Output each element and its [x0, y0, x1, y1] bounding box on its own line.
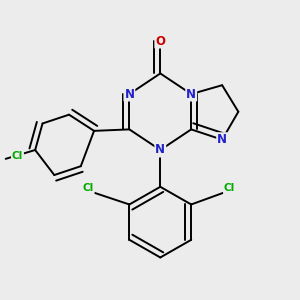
Text: O: O: [155, 34, 165, 48]
Text: N: N: [217, 133, 227, 146]
Text: N: N: [124, 88, 134, 100]
Text: Cl: Cl: [82, 183, 94, 193]
Text: N: N: [186, 88, 196, 100]
Text: Cl: Cl: [224, 183, 235, 193]
Text: N: N: [155, 143, 165, 157]
Text: Cl: Cl: [12, 151, 23, 161]
